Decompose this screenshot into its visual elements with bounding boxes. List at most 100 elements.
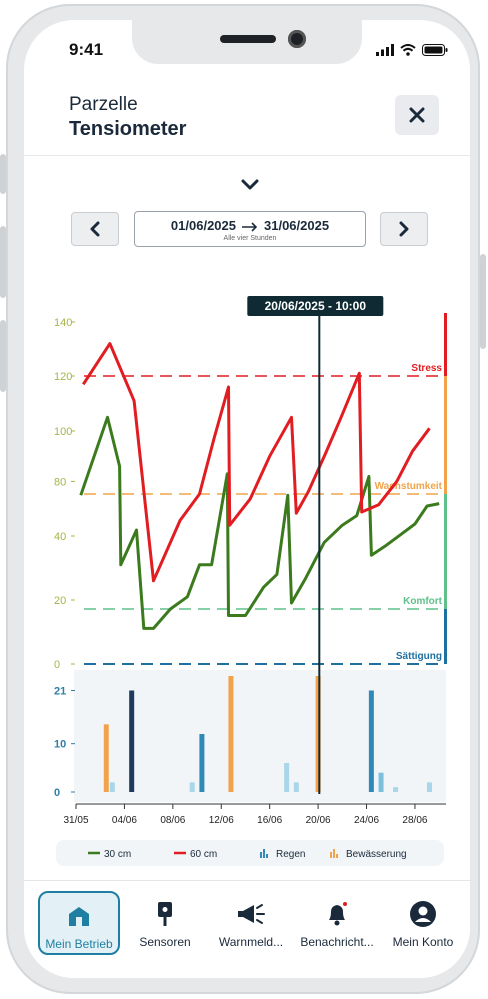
legend-label: Regen [276,849,305,860]
bar [393,787,399,792]
tab-label: Mein Konto [392,935,454,949]
bar [129,690,135,792]
x-tick-label: 16/06 [257,815,282,826]
page-subtitle: Tensiometer [69,118,187,140]
x-tick-label: 24/06 [354,815,379,826]
x-tick-label: 20/06 [306,815,331,826]
legend-bar-swatch [336,854,338,858]
date-range-text: 01/06/2025 31/06/2025 [135,218,365,233]
arrow-right-icon [242,221,258,232]
date-from: 01/06/2025 [170,218,236,233]
app-screen: 9:41 Parzelle Tensiometer [24,20,470,978]
close-button[interactable] [395,95,439,135]
legend-label: 30 cm [104,849,131,860]
bar [284,763,290,792]
bar [199,734,205,792]
zone-indicator [444,494,447,609]
mute-switch [0,154,6,194]
power-button [480,254,486,349]
y-tick-label: 120 [54,371,72,383]
zone-indicator [444,376,447,494]
status-icons [376,44,448,56]
farm-icon [69,907,89,926]
account-icon [410,901,436,927]
bar [109,782,115,792]
volume-up-button [0,226,6,298]
volume-down-button [0,320,6,392]
tab-label: Mein Betrieb [45,937,113,951]
cursor-label-background [247,296,384,316]
threshold-label: Stress [411,363,442,374]
bar [378,772,384,792]
bar [189,782,195,792]
bar-y-tick-label: 0 [54,787,60,799]
tab-mein-konto[interactable]: Mein Konto [382,891,464,955]
tensiometer-chart[interactable]: 0 20 40 80 100 120 140 0 10 21 Stress Wachstumkeit K… [24,278,470,878]
date-range-selector[interactable]: 01/06/2025 31/06/2025 Alle vier Stunden [134,211,366,247]
page-header: Parzelle Tensiometer [24,80,470,156]
threshold-label: Wachstumkeit [375,481,443,492]
page-title: Parzelle [69,94,138,115]
y-tick-label: 0 [54,659,60,671]
threshold-label: Sättigung [396,651,442,662]
bottom-tab-bar: Mein Betrieb Sensoren Warnmeld... Benach… [24,880,470,978]
sensor-icon [158,902,172,926]
chevron-down-icon [241,179,259,190]
legend-label: Bewässerung [346,849,407,860]
bar [426,782,432,792]
y-tick-label: 140 [54,317,72,329]
legend-bar-swatch [330,852,332,858]
threshold-label: Komfort [403,596,443,607]
legend-label: 60 cm [190,849,217,860]
speaker-grille [220,35,276,43]
tab-label: Sensoren [139,935,191,949]
y-tick-label: 20 [54,595,66,607]
zone-indicator [444,609,447,664]
legend-bar-swatch [260,852,262,858]
close-icon [409,107,425,123]
tab-mein-betrieb[interactable]: Mein Betrieb [38,891,120,955]
legend-bar-swatch [333,849,335,858]
battery-icon [422,44,448,56]
next-period-button[interactable] [380,212,428,246]
series-line [82,342,431,583]
series-line [79,415,440,630]
signal-icon [376,44,394,56]
phone-frame: 9:41 Parzelle Tensiometer [0,4,486,994]
status-time: 9:41 [69,40,104,59]
chevron-right-icon [399,221,409,237]
cursor-label: 20/06/2025 - 10:00 [265,299,367,313]
legend-background [56,840,444,866]
x-tick-label: 31/05 [63,815,88,826]
bar [228,676,234,792]
bar [315,676,321,792]
previous-period-button[interactable] [71,212,119,246]
tab-label: Warnmeld... [218,935,284,949]
tab-warnmeldungen[interactable]: Warnmeld... [210,891,292,955]
x-tick-label: 28/06 [402,815,427,826]
tab-benachrichtigungen[interactable]: Benachricht... [296,891,378,955]
x-tick-label: 08/06 [160,815,185,826]
tab-sensoren[interactable]: Sensoren [124,891,206,955]
bar [103,724,109,792]
bell-icon [329,902,347,926]
bar-y-tick-label: 21 [54,686,66,698]
y-tick-label: 80 [54,476,66,488]
bar [293,782,299,792]
tab-label: Benachricht... [300,935,374,949]
date-to: 31/06/2025 [264,218,330,233]
chevron-left-icon [90,221,100,237]
megaphone-icon [238,904,265,924]
zone-indicator [444,313,447,376]
expand-toggle[interactable] [241,178,259,196]
y-tick-label: 40 [54,531,66,543]
bar [368,690,374,792]
x-tick-label: 12/06 [209,815,234,826]
bar-y-tick-label: 10 [54,739,66,751]
interval-label: Alle vier Stunden [223,235,277,242]
legend-bar-swatch [263,849,265,858]
legend-bar-swatch [266,854,268,858]
wifi-icon [400,44,416,56]
bar-panel-background [74,670,446,802]
x-tick-label: 04/06 [112,815,137,826]
